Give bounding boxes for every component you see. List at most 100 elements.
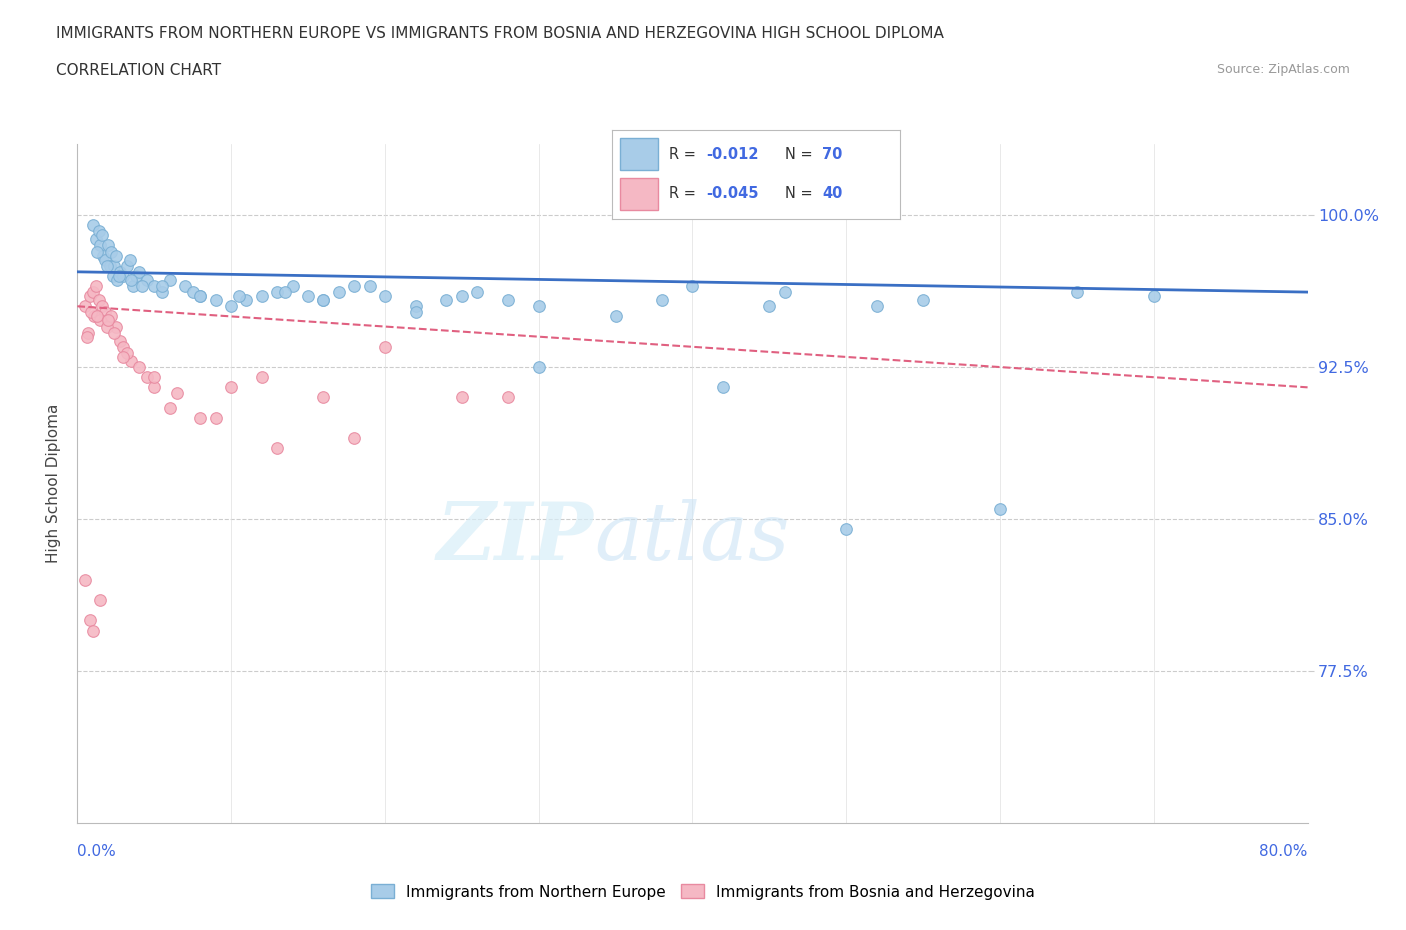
- Point: [103, 326, 125, 340]
- Point: [235, 293, 257, 308]
- Point: [120, 272, 142, 287]
- Point: [104, 319, 127, 334]
- Text: -0.045: -0.045: [707, 186, 759, 201]
- Point: [405, 299, 427, 313]
- Point: [190, 288, 212, 303]
- Point: [297, 288, 319, 303]
- Point: [150, 285, 173, 299]
- Point: [374, 339, 396, 354]
- Point: [159, 400, 181, 415]
- Point: [97, 238, 120, 253]
- Point: [312, 293, 335, 308]
- Point: [97, 313, 120, 328]
- Point: [80, 305, 103, 320]
- Point: [465, 285, 488, 299]
- Text: N =: N =: [785, 186, 817, 201]
- Point: [343, 431, 366, 445]
- Point: [94, 305, 117, 320]
- Y-axis label: High School Diploma: High School Diploma: [46, 404, 62, 564]
- Point: [82, 623, 104, 638]
- Point: [835, 522, 858, 537]
- Text: IMMIGRANTS FROM NORTHERN EUROPE VS IMMIGRANTS FROM BOSNIA AND HERZEGOVINA HIGH S: IMMIGRANTS FROM NORTHERN EUROPE VS IMMIG…: [56, 26, 943, 41]
- Point: [988, 501, 1011, 516]
- Point: [90, 299, 114, 313]
- Text: CORRELATION CHART: CORRELATION CHART: [56, 63, 221, 78]
- Point: [110, 333, 132, 348]
- Point: [82, 218, 104, 232]
- Point: [108, 269, 131, 284]
- Point: [150, 279, 173, 294]
- Point: [76, 329, 98, 344]
- Point: [84, 279, 107, 294]
- Point: [98, 259, 121, 273]
- Point: [112, 350, 135, 365]
- Point: [110, 264, 132, 279]
- Point: [159, 272, 181, 287]
- Point: [605, 309, 627, 324]
- Text: ZIP: ZIP: [437, 499, 595, 577]
- Point: [866, 299, 889, 313]
- Point: [84, 232, 107, 246]
- Bar: [620, 139, 658, 170]
- Point: [96, 319, 118, 334]
- Point: [87, 293, 110, 308]
- Point: [89, 238, 111, 253]
- Text: Source: ZipAtlas.com: Source: ZipAtlas.com: [1216, 63, 1350, 76]
- Point: [87, 224, 110, 239]
- Point: [312, 293, 335, 308]
- Point: [112, 269, 135, 284]
- Text: 80.0%: 80.0%: [1260, 844, 1308, 858]
- Point: [96, 259, 118, 273]
- Point: [1066, 285, 1088, 299]
- Point: [73, 299, 96, 313]
- Text: 0.0%: 0.0%: [77, 844, 117, 858]
- Point: [82, 285, 104, 299]
- Point: [527, 360, 550, 375]
- Point: [190, 288, 212, 303]
- Point: [128, 360, 150, 375]
- Point: [94, 252, 117, 267]
- Point: [450, 390, 472, 405]
- Point: [143, 279, 166, 294]
- Point: [773, 285, 796, 299]
- Point: [89, 592, 111, 607]
- Point: [651, 293, 673, 308]
- Point: [101, 269, 124, 284]
- Point: [79, 613, 101, 628]
- Point: [758, 299, 780, 313]
- Point: [219, 379, 242, 394]
- Point: [228, 288, 250, 303]
- Point: [527, 299, 550, 313]
- Point: [912, 293, 935, 308]
- Point: [125, 269, 148, 284]
- Point: [97, 313, 120, 328]
- Point: [79, 288, 101, 303]
- Point: [83, 309, 105, 324]
- Point: [281, 279, 304, 294]
- Point: [682, 279, 704, 294]
- Point: [143, 379, 166, 394]
- Point: [115, 345, 138, 360]
- Point: [274, 285, 297, 299]
- Point: [93, 248, 115, 263]
- Point: [219, 299, 242, 313]
- Point: [204, 410, 226, 425]
- Point: [143, 370, 166, 385]
- Point: [436, 293, 458, 308]
- Point: [121, 279, 143, 294]
- Point: [89, 313, 111, 328]
- Point: [174, 279, 197, 294]
- Point: [250, 370, 273, 385]
- Point: [112, 339, 135, 354]
- Point: [312, 390, 335, 405]
- Point: [86, 244, 108, 259]
- Point: [100, 309, 122, 324]
- Point: [90, 228, 114, 243]
- Point: [343, 279, 366, 294]
- Point: [135, 370, 157, 385]
- Point: [204, 293, 226, 308]
- Text: -0.012: -0.012: [707, 147, 759, 162]
- Point: [250, 288, 273, 303]
- Point: [450, 288, 472, 303]
- Point: [118, 252, 141, 267]
